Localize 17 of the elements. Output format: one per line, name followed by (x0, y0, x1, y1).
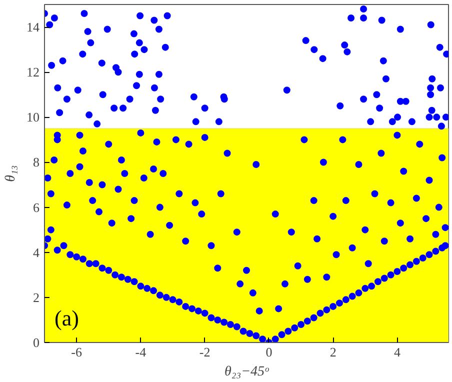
y-tick-label: 6 (33, 200, 40, 215)
x-tick-label: 4 (394, 344, 401, 360)
annotation: (a) (54, 306, 79, 330)
y-tick-label: 4 (33, 244, 40, 260)
x-tick-label: -2 (199, 344, 210, 360)
x-axis-title: θ₂₃−45ᵒ (224, 364, 270, 380)
y-tick-label: 10 (26, 110, 40, 125)
x-tick-label: -4 (135, 344, 147, 360)
y-tick-label: 12 (26, 64, 40, 80)
y-tick-label: 8 (33, 154, 40, 170)
y-tick-label: 14 (26, 20, 40, 35)
x-tick-label: -6 (71, 344, 82, 360)
y-tick-label: 0 (33, 335, 40, 350)
y-tick-label: 2 (33, 290, 40, 305)
y-axis-title: θ₁₃ (4, 165, 18, 182)
x-tick-label: 0 (266, 344, 272, 360)
x-tick-label: 2 (330, 344, 336, 360)
